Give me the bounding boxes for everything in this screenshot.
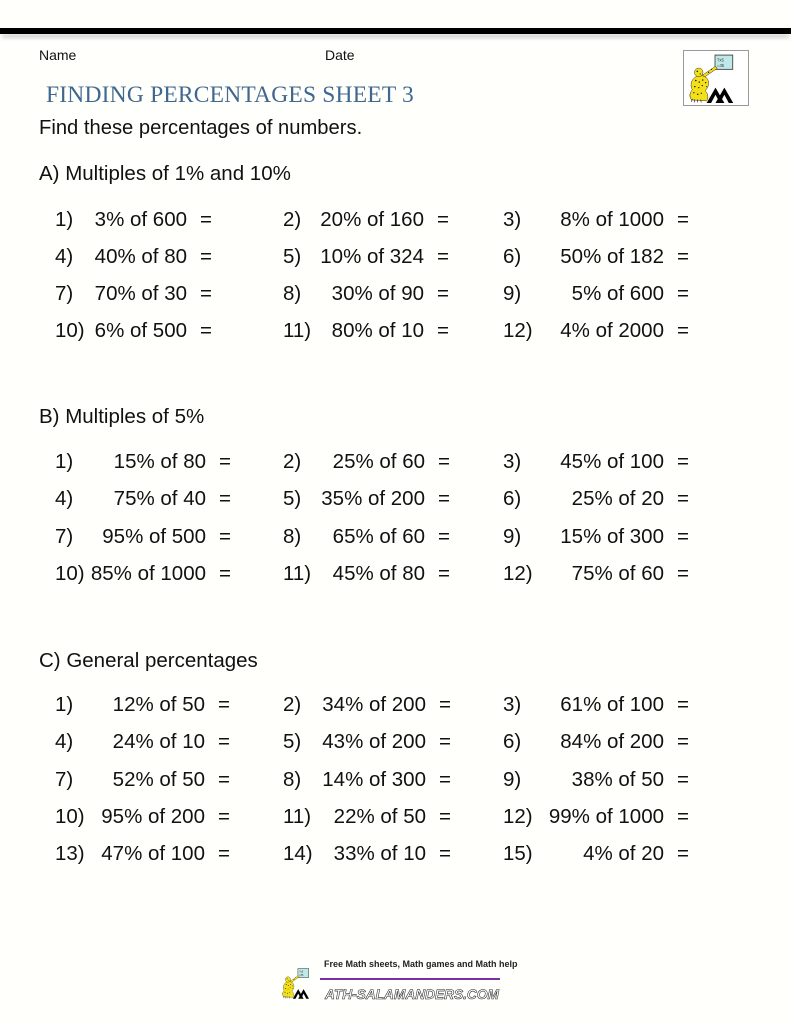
svg-text:7x5: 7x5 — [299, 970, 304, 974]
svg-text:=35: =35 — [717, 63, 725, 68]
svg-text:=35: =35 — [299, 973, 304, 977]
